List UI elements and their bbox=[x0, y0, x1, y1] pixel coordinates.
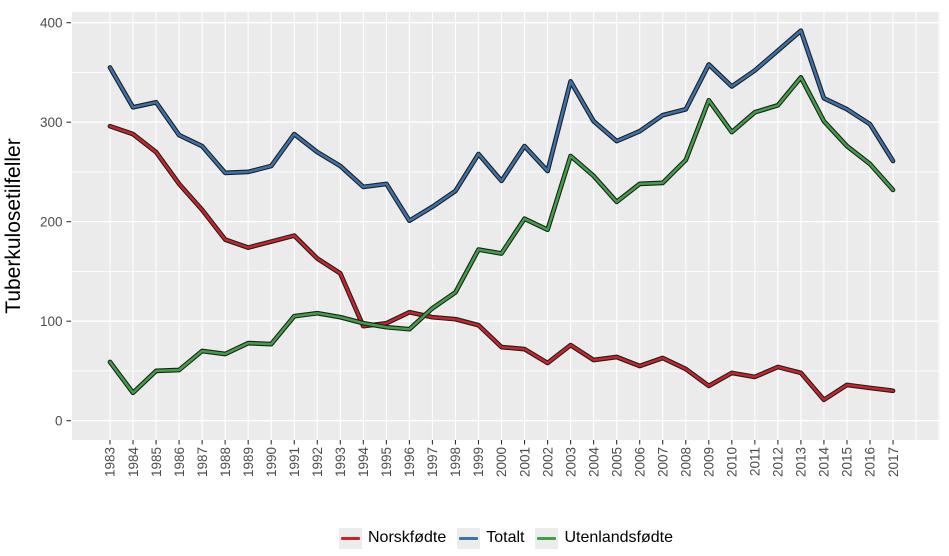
y-tick-label: 300 bbox=[40, 115, 63, 130]
legend-key-totalt bbox=[457, 527, 481, 549]
x-tick-label: 1998 bbox=[448, 447, 463, 477]
x-tick-label: 2013 bbox=[794, 447, 809, 477]
x-tick-label: 2007 bbox=[655, 447, 670, 477]
x-tick-label: 2011 bbox=[748, 447, 763, 476]
x-tick-label: 1987 bbox=[195, 447, 210, 477]
y-tick-label: 100 bbox=[40, 314, 63, 329]
x-tick-label: 2009 bbox=[702, 447, 717, 477]
x-tick-label: 2004 bbox=[586, 447, 601, 478]
x-tick-label: 2017 bbox=[886, 447, 901, 477]
legend-key-norskfodte bbox=[338, 527, 362, 549]
x-tick-label: 2001 bbox=[517, 447, 532, 477]
x-tick-label: 1986 bbox=[172, 447, 187, 477]
x-tick-label: 2003 bbox=[563, 447, 578, 477]
x-tick-label: 1990 bbox=[264, 447, 279, 477]
legend-label-totalt: Totalt bbox=[486, 529, 525, 546]
x-tick-label: 2016 bbox=[863, 447, 878, 477]
y-tick-label: 200 bbox=[40, 215, 63, 230]
x-tick-label: 1993 bbox=[333, 447, 348, 477]
legend-item-utenlandsfodte: Utenlandsfødte bbox=[535, 527, 673, 549]
x-tick-label: 2002 bbox=[540, 447, 555, 477]
x-tick-label: 2010 bbox=[725, 447, 740, 477]
series-line-totalt bbox=[108, 29, 895, 222]
x-tick-label: 1984 bbox=[126, 447, 141, 478]
x-tick-label: 1997 bbox=[425, 447, 440, 477]
x-tick-label: 1999 bbox=[471, 447, 486, 477]
y-axis-title: Tuberkulosetilfeller bbox=[2, 138, 25, 313]
legend-item-norskfodte: Norskfødte bbox=[338, 527, 447, 549]
x-tick-label: 2014 bbox=[817, 447, 832, 478]
red-line-swatch-icon bbox=[340, 536, 360, 540]
x-tick-label: 1991 bbox=[287, 447, 302, 477]
legend-item-totalt: Totalt bbox=[457, 527, 525, 549]
plot-layer: 1983 1984 1985 1986 1987 1988 1989 1990 1991 1992… bbox=[40, 12, 940, 477]
series-line-norskf-dte bbox=[108, 124, 895, 402]
green-line-swatch-icon bbox=[537, 536, 557, 540]
x-tick-label: 1985 bbox=[149, 447, 164, 477]
x-tick-label: 2000 bbox=[494, 447, 509, 477]
x-tick-label: 2006 bbox=[632, 447, 647, 477]
legend-label-utenlandsfodte: Utenlandsfødte bbox=[564, 529, 673, 546]
y-tick-label: 0 bbox=[55, 414, 63, 429]
series-line-utenlandsf-dte bbox=[108, 76, 895, 395]
x-tick-label: 2005 bbox=[609, 447, 624, 477]
blue-line-swatch-icon bbox=[459, 536, 479, 540]
x-tick-label: 2008 bbox=[678, 447, 693, 477]
x-tick-label: 1992 bbox=[310, 447, 325, 477]
y-tick-label: 400 bbox=[40, 16, 63, 31]
x-tick-label: 2012 bbox=[771, 447, 786, 477]
x-tick-label: 1988 bbox=[218, 447, 233, 477]
x-tick-label: 1995 bbox=[379, 447, 394, 477]
x-tick-label: 1996 bbox=[402, 447, 417, 477]
x-tick-label: 1989 bbox=[241, 447, 256, 477]
legend-label-norskfodte: Norskfødte bbox=[367, 529, 447, 546]
legend-key-utenlandsfodte bbox=[535, 527, 559, 549]
x-tick-label: 1994 bbox=[356, 447, 371, 478]
x-tick-label: 2015 bbox=[840, 447, 855, 477]
x-tick-label: 1983 bbox=[103, 447, 118, 477]
legend: Norskfødte Totalt Utenlandsfødte bbox=[72, 522, 940, 554]
